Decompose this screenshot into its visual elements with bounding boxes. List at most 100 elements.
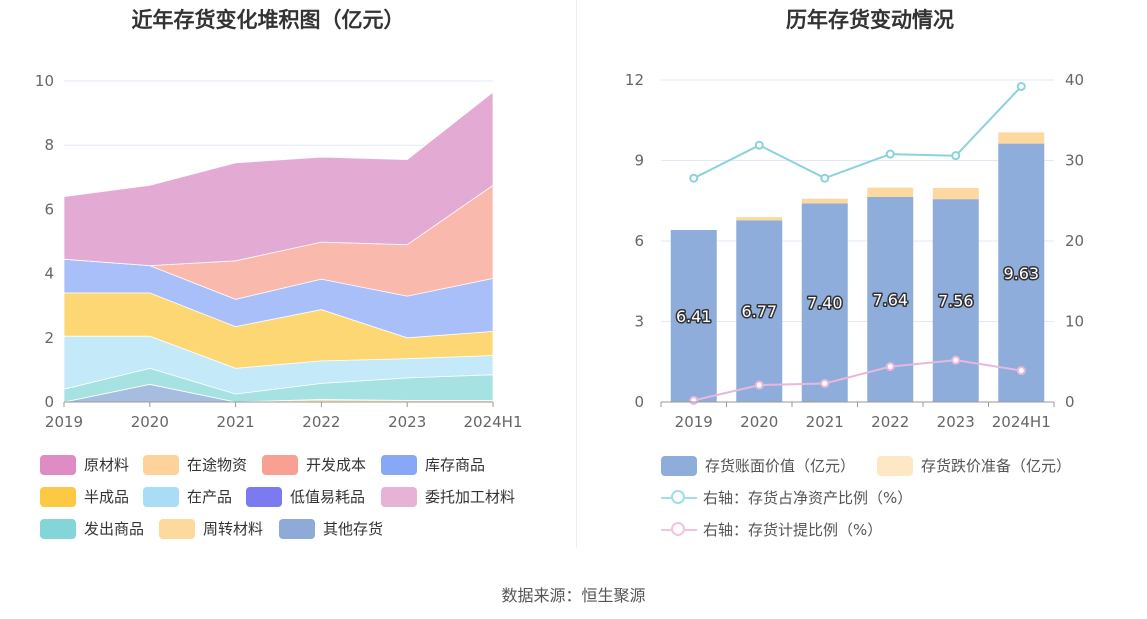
x-tick-label: 2023 <box>937 413 975 431</box>
bar-book-value <box>736 220 783 402</box>
y-tick-label-left: 12 <box>625 71 644 89</box>
legend-item[interactable]: 库存商品 <box>381 454 485 475</box>
bar-impairment <box>932 187 979 200</box>
line-provision-ratio <box>693 359 1022 402</box>
left-chart-title: 近年存货变化堆积图（亿元） <box>131 8 405 32</box>
y-tick-label: 8 <box>44 136 54 154</box>
line-point <box>885 362 895 372</box>
y-tick-label: 0 <box>44 393 54 411</box>
line-point <box>689 395 699 405</box>
legend-label: 在产品 <box>187 488 233 506</box>
legend-item[interactable]: 存货账面价值（亿元） <box>661 455 855 476</box>
x-tick-label: 2024H1 <box>992 413 1051 431</box>
y-tick-label-right: 20 <box>1065 232 1084 250</box>
legend-label: 在途物资 <box>187 456 248 474</box>
legend-item[interactable]: 半成品 <box>40 486 129 507</box>
legend-label: 右轴：存货占净资产比例（%） <box>703 489 913 507</box>
x-tick-label: 2024H1 <box>464 413 523 431</box>
legend-swatch <box>877 455 913 476</box>
line-point <box>820 173 830 183</box>
bar-line-chart: 0 3 6 9 12 0 10 20 30 40 6.41 6.77 7.40 7.64 7.56 9.63 2… <box>625 71 1084 431</box>
data-source: 数据来源：恒生聚源 <box>501 586 646 605</box>
legend-swatch <box>661 520 697 540</box>
line-point <box>951 151 961 161</box>
legend-item[interactable]: 其他存货 <box>279 518 383 539</box>
legend-item[interactable]: 委托加工材料 <box>381 486 515 507</box>
legend-swatch <box>143 486 179 507</box>
y-tick-label: 10 <box>35 72 54 90</box>
legend-item[interactable]: 低值易耗品 <box>246 486 365 507</box>
bar-impairment <box>998 132 1045 144</box>
y-tick-label-left: 3 <box>634 313 644 331</box>
legend-swatch <box>40 454 76 475</box>
legend-swatch <box>143 454 179 475</box>
line-point <box>885 149 895 159</box>
legend-label: 委托加工材料 <box>425 488 516 506</box>
legend-label: 半成品 <box>84 488 130 506</box>
x-tick-label: 2021 <box>217 413 255 431</box>
legend-label: 存货跌价准备（亿元） <box>921 457 1072 475</box>
bar-data-label: 9.63 <box>1003 264 1039 283</box>
x-tick-label: 2021 <box>806 413 844 431</box>
legend-label: 其他存货 <box>323 520 384 538</box>
line-point <box>754 140 764 150</box>
legend-swatch <box>40 486 76 507</box>
legend-swatch <box>661 488 697 508</box>
y-tick-label-left: 6 <box>634 232 644 250</box>
legend-label: 库存商品 <box>425 456 486 474</box>
bar-data-label: 7.56 <box>938 292 974 311</box>
line-point <box>689 173 699 183</box>
right-chart-title: 历年存货变动情况 <box>786 8 954 32</box>
line-point <box>820 378 830 388</box>
legend-swatch <box>381 454 417 475</box>
legend-item[interactable]: 发出商品 <box>40 518 144 539</box>
y-tick-label-left: 0 <box>634 393 644 411</box>
x-tick-label: 2019 <box>675 413 713 431</box>
y-tick-label-right: 10 <box>1065 313 1084 331</box>
legend-label: 右轴：存货计提比例（%） <box>703 521 883 539</box>
legend-label: 开发成本 <box>306 456 367 474</box>
x-tick-label: 2022 <box>302 413 340 431</box>
bar-book-value <box>670 229 717 402</box>
line-point <box>1016 81 1026 91</box>
y-tick-label: 2 <box>44 329 54 347</box>
legend-item[interactable]: 开发成本 <box>262 454 366 475</box>
y-tick-label: 6 <box>44 200 54 218</box>
x-tick-label: 2022 <box>871 413 909 431</box>
legend-item[interactable]: 在产品 <box>143 486 232 507</box>
y-tick-label-left: 9 <box>634 152 644 170</box>
legend-swatch <box>381 486 417 507</box>
bar-data-label: 7.64 <box>872 290 908 309</box>
bar-data-label: 6.41 <box>676 307 712 326</box>
line-point <box>754 380 764 390</box>
line-point <box>951 355 961 365</box>
legend-label: 原材料 <box>84 456 130 474</box>
panel-divider <box>576 0 577 548</box>
legend-item[interactable]: 右轴：存货计提比例（%） <box>661 519 882 540</box>
legend-swatch <box>661 455 697 476</box>
legend-label: 低值易耗品 <box>290 488 366 506</box>
legend-item[interactable]: 周转材料 <box>159 518 263 539</box>
legend-swatch <box>40 518 76 539</box>
legend-item[interactable]: 右轴：存货占净资产比例（%） <box>661 487 912 508</box>
area-series <box>63 91 494 267</box>
legend-label: 存货账面价值（亿元） <box>705 457 856 475</box>
bar-data-label: 6.77 <box>741 302 777 321</box>
legend-swatch <box>246 486 282 507</box>
bar-impairment <box>736 217 783 221</box>
legend-swatch <box>279 518 315 539</box>
bar-impairment <box>867 187 914 197</box>
x-tick-label: 2019 <box>45 413 83 431</box>
legend-item[interactable]: 在途物资 <box>143 454 247 475</box>
legend-label: 发出商品 <box>84 520 145 538</box>
bar-book-value <box>932 199 979 402</box>
x-tick-label: 2020 <box>131 413 169 431</box>
legend-item[interactable]: 原材料 <box>40 454 129 475</box>
bar-impairment <box>801 198 848 204</box>
legend-item[interactable]: 存货跌价准备（亿元） <box>877 455 1071 476</box>
y-tick-label-right: 40 <box>1065 71 1084 89</box>
y-tick-label-right: 0 <box>1065 393 1075 411</box>
bar-book-value <box>998 143 1045 402</box>
stacked-area-chart: 0 2 4 6 8 10 2019 2020 2021 2022 2023 2024H1 <box>35 72 523 431</box>
bar-data-label: 7.40 <box>807 294 843 313</box>
